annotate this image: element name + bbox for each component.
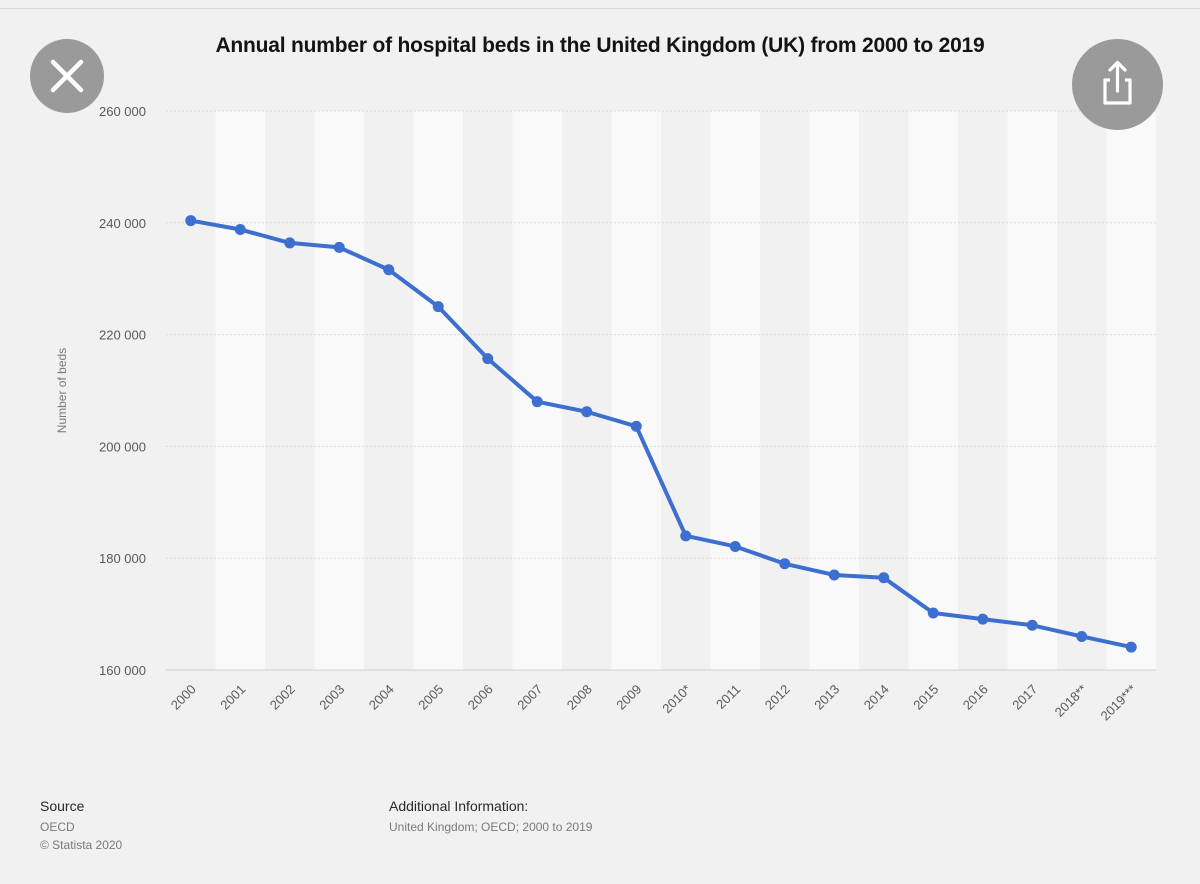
column-band (1057, 111, 1107, 670)
column-band (710, 111, 760, 670)
x-tick-label: 2010* (659, 682, 694, 717)
data-point (581, 406, 593, 418)
x-tick-label: 2016 (960, 682, 991, 713)
y-tick-label: 200 000 (99, 439, 146, 454)
data-point (432, 301, 444, 313)
y-tick-label: 260 000 (99, 104, 146, 119)
column-band (314, 111, 364, 670)
column-band (562, 111, 612, 670)
data-point (630, 420, 642, 432)
data-point (383, 264, 395, 276)
x-tick-label: 2000 (168, 682, 199, 713)
column-band (512, 111, 562, 670)
source-name: OECD (40, 820, 75, 834)
x-tick-label: 2006 (465, 682, 496, 713)
data-point (234, 224, 246, 236)
share-button[interactable] (1072, 39, 1163, 130)
x-tick-label: 2017 (1009, 682, 1040, 713)
y-tick-label: 240 000 (99, 216, 146, 231)
additional-info-text: United Kingdom; OECD; 2000 to 2019 (389, 820, 593, 834)
x-tick-label: 2014 (861, 682, 892, 713)
column-band (215, 111, 265, 670)
x-tick-label: 2003 (316, 682, 347, 713)
x-tick-label: 2002 (267, 682, 298, 713)
y-tick-label: 160 000 (99, 663, 146, 678)
data-point (878, 572, 890, 584)
data-point (284, 237, 296, 249)
x-tick-label: 2001 (217, 682, 248, 713)
data-point (333, 241, 345, 253)
x-tick-label: 2015 (910, 682, 941, 713)
column-band (958, 111, 1008, 670)
close-icon (50, 59, 84, 93)
column-band (1007, 111, 1057, 670)
y-axis-label: Number of beds (55, 348, 69, 433)
y-tick-label: 180 000 (99, 551, 146, 566)
column-band (760, 111, 810, 670)
column-band (1106, 111, 1156, 670)
data-point (680, 530, 692, 542)
additional-info-heading: Additional Information: (389, 798, 529, 814)
column-band (265, 111, 315, 670)
x-tick-label: 2008 (564, 682, 595, 713)
data-point (185, 215, 197, 227)
x-tick-label: 2005 (415, 682, 446, 713)
data-point (977, 613, 989, 625)
x-tick-label: 2007 (514, 682, 545, 713)
source-copyright: © Statista 2020 (40, 838, 123, 852)
data-point (1076, 630, 1088, 642)
chart-title: Annual number of hospital beds in the Un… (215, 34, 985, 57)
source-heading: Source (40, 798, 85, 814)
top-divider (0, 8, 1200, 9)
column-band (166, 111, 216, 670)
column-band (463, 111, 513, 670)
data-point (828, 569, 840, 581)
share-icon (1103, 60, 1132, 105)
data-point (729, 540, 741, 552)
data-point (1026, 619, 1038, 631)
x-tick-label: 2018** (1052, 682, 1090, 720)
series-line (188, 218, 1134, 650)
data-point (482, 353, 494, 365)
column-band (809, 111, 859, 670)
data-point (927, 607, 939, 619)
x-tick-label: 2011 (713, 682, 743, 712)
x-tick-label: 2009 (613, 682, 644, 713)
y-tick-label: 220 000 (99, 328, 146, 343)
x-tick-label: 2013 (811, 682, 842, 713)
column-band (661, 111, 711, 670)
column-band (859, 111, 909, 670)
close-button[interactable] (30, 39, 104, 113)
data-point (1125, 641, 1137, 653)
x-tick-label: 2019*** (1098, 682, 1140, 724)
data-point (779, 558, 791, 570)
x-tick-label: 2012 (762, 682, 793, 713)
column-band (413, 111, 463, 670)
data-point (531, 396, 543, 408)
column-band (611, 111, 661, 670)
x-tick-label: 2004 (366, 682, 397, 713)
column-band (908, 111, 958, 670)
column-band (364, 111, 414, 670)
